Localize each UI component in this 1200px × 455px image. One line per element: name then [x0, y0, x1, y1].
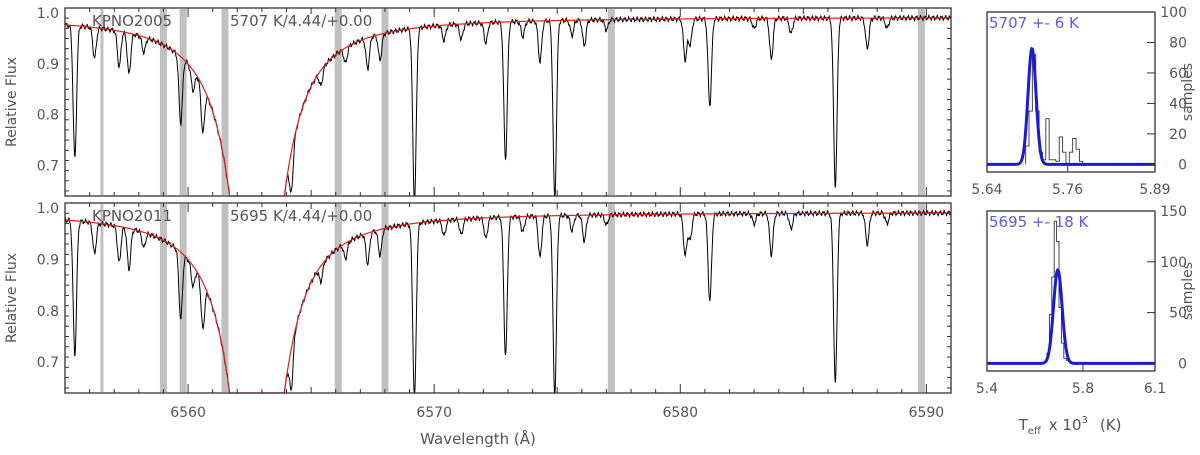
x-axis-label-wavelength: Wavelength (Å)	[420, 429, 536, 448]
x-tick-label: 6.1	[1144, 381, 1166, 397]
y-tick-label: 150	[1160, 204, 1187, 220]
y-tick-label: 1.0	[37, 201, 59, 217]
y-tick-label: 50	[1169, 306, 1187, 322]
y-tick-label: 0.9	[37, 57, 59, 73]
y-axis-label: Relative Flux	[4, 57, 20, 147]
teff-annotation: 5707 +- 6 K	[989, 14, 1080, 32]
y-tick-label: 0.7	[37, 355, 59, 371]
excluded-region	[221, 9, 229, 195]
spectrum-star-name: KPNO2005	[92, 12, 172, 30]
excluded-region	[917, 204, 925, 392]
x-tick-label: 5.76	[1052, 182, 1083, 198]
x-tick-label: 5.89	[1139, 182, 1170, 198]
y-axis-label: Relative Flux	[4, 253, 20, 343]
y-tick-label: 40	[1169, 96, 1187, 112]
spectrum-star-name: KPNO2011	[92, 207, 172, 225]
x-tick-label: 6590	[909, 405, 945, 421]
y-axis-label: samples	[1180, 262, 1196, 320]
y-axis-label: samples	[1180, 63, 1196, 121]
excluded-region	[159, 204, 167, 392]
y-tick-label: 0.8	[37, 304, 59, 320]
excluded-region	[917, 9, 925, 195]
spectrum-panel-top: 0.70.80.91.0 KPNO2005 5707 K/4.44/+0.00 …	[4, 6, 952, 197]
y-tick-label: 0	[1178, 356, 1187, 372]
y-tick-label: 0.9	[37, 252, 59, 268]
observed-spectrum-line	[64, 13, 952, 197]
y-tick-label: 100	[1160, 5, 1187, 21]
excluded-region	[221, 204, 229, 392]
histogram-bars	[1044, 220, 1072, 364]
histogram-panel-top: 0 20 40 60 80 100 5.64 5.76 5.89 5707 +- 6 K sam…	[971, 5, 1196, 198]
teff-annotation: 5695 +- 18 K	[989, 213, 1090, 231]
histogram-panel-bottom: 0 50 100 150 5.4 5.8 6.1 5695 +- 18 K samples	[976, 204, 1196, 397]
model-spectrum-line	[64, 17, 951, 197]
excluded-region	[100, 204, 104, 392]
plot-frame	[64, 7, 952, 197]
gaussian-fit-line	[987, 268, 1155, 365]
spectrum-star-params: 5695 K/4.44/+0.00	[230, 207, 372, 225]
y-tick-label: 60	[1169, 66, 1187, 82]
excluded-region	[607, 9, 615, 195]
spectrum-panel-bottom: 0.7 0.8 0.9 1.0 6560 6570 6580 6590 KPNO2011 56…	[4, 201, 952, 421]
plot-frame	[986, 11, 1156, 173]
excluded-region	[381, 204, 389, 392]
x-tick-label: 5.64	[971, 182, 1002, 198]
excluded-region	[334, 9, 342, 195]
observed-spectrum-line	[64, 209, 952, 394]
excluded-region	[334, 204, 342, 392]
y-tick-label: 20	[1169, 127, 1187, 143]
y-tick-label: 0.8	[37, 108, 59, 124]
excluded-region	[179, 204, 187, 392]
excluded-region	[159, 9, 167, 195]
y-tick-label: 0.7	[37, 159, 59, 175]
y-tick-label: 80	[1169, 35, 1187, 51]
x-tick-label: 6560	[170, 405, 206, 421]
plot-frame	[986, 210, 1156, 372]
model-spectrum-line	[64, 212, 951, 394]
y-tick-label: 0	[1178, 157, 1187, 173]
x-axis-label-teff: Teff x 103 (K)	[1018, 415, 1122, 437]
x-tick-label: 6580	[662, 405, 698, 421]
excluded-region	[179, 9, 187, 195]
x-tick-label: 5.4	[976, 381, 998, 397]
gaussian-fit-line	[987, 46, 1155, 166]
excluded-region	[100, 9, 104, 195]
x-tick-label: 6570	[416, 405, 452, 421]
spectrum-star-params: 5707 K/4.44/+0.00	[230, 12, 372, 30]
y-tick-label: 1.0	[37, 6, 59, 22]
excluded-region	[381, 9, 389, 195]
x-tick-label: 5.8	[1072, 381, 1094, 397]
excluded-region	[607, 204, 615, 392]
plot-frame	[64, 202, 952, 394]
y-tick-label: 100	[1160, 255, 1187, 271]
